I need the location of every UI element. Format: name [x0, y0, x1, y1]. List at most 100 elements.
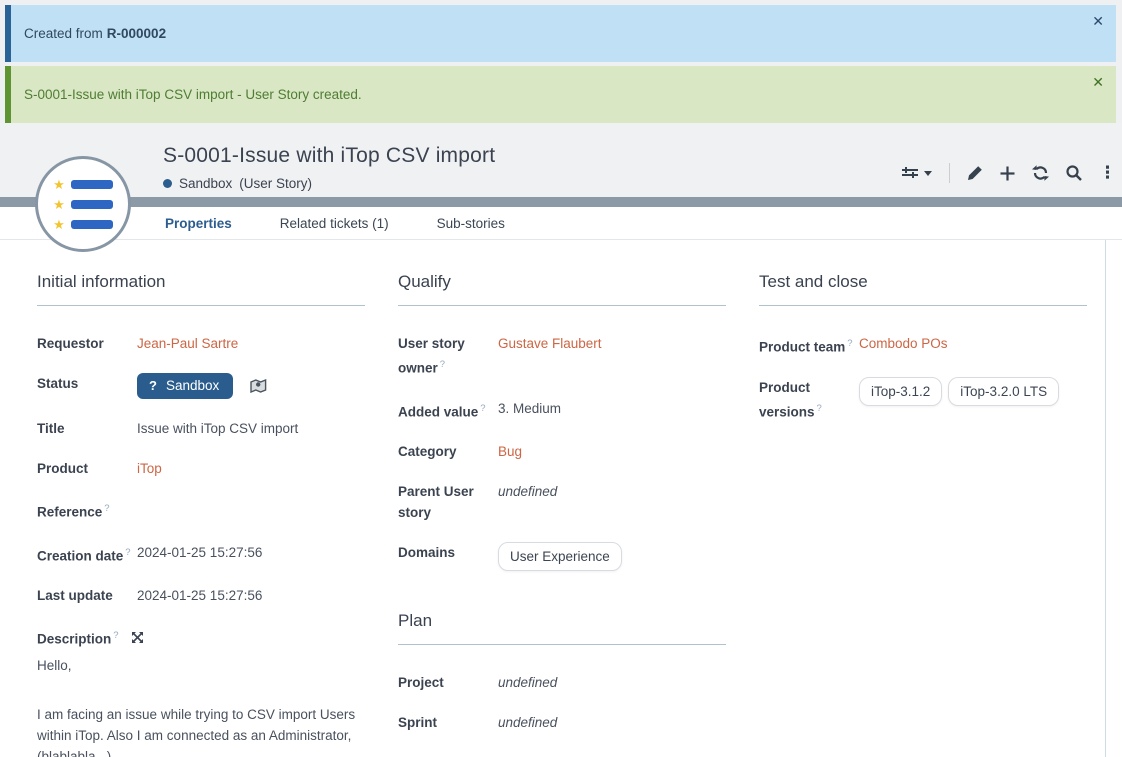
status-dot-icon	[163, 179, 172, 188]
object-header: ★ ★ ★ S-0001-Issue with iTop CSV import …	[0, 123, 1122, 252]
add-icon[interactable]	[1000, 166, 1015, 181]
star-icon: ★	[53, 176, 65, 192]
product-link[interactable]: iTop	[137, 461, 162, 476]
user-story-icon: ★ ★ ★	[35, 156, 131, 252]
hint-icon: ?	[816, 402, 822, 414]
field-title: Title Issue with iTop CSV import	[37, 418, 365, 439]
field-label: Reference?	[37, 503, 110, 520]
class-label: (User Story)	[239, 176, 313, 191]
field-last-update: Last update 2024-01-25 15:27:56	[37, 585, 365, 606]
field-requestor: Requestor Jean-Paul Sartre	[37, 333, 365, 354]
field-added-value: Added value? 3. Medium	[398, 398, 726, 423]
field-label: Parent User story	[398, 484, 474, 520]
section-test-and-close: Test and close Product team? Combodo POs…	[759, 272, 1087, 422]
info-banner-text: Created from	[24, 26, 103, 41]
product-version-chip: iTop-3.1.2	[859, 376, 943, 406]
tab-properties[interactable]: Properties	[165, 215, 232, 231]
field-label: Title	[37, 421, 65, 436]
status-button[interactable]: ? Sandbox	[137, 373, 234, 399]
status-button-label: Sandbox	[165, 378, 220, 393]
column-qualify-plan: Qualify User story owner? Gustave Flaube…	[398, 272, 726, 757]
description-header: Description?	[37, 625, 365, 650]
close-icon[interactable]: ✕	[1092, 13, 1104, 29]
toolbar-divider	[949, 163, 950, 183]
field-label: Last update	[37, 588, 113, 603]
field-label: Domains	[398, 545, 456, 560]
product-version-chip: iTop-3.2.0 LTS	[948, 376, 1060, 406]
user-story-owner-link[interactable]: Gustave Flaubert	[498, 336, 602, 351]
field-product-versions: Product versions? iTop-3.1.2 iTop-3.2.0 …	[759, 376, 1087, 423]
column-test-and-close: Test and close Product team? Combodo POs…	[759, 272, 1087, 757]
question-icon: ?	[149, 378, 157, 393]
description-paragraph: I am facing an issue while trying to CSV…	[37, 706, 356, 757]
section-title: Test and close	[759, 272, 1087, 306]
category-link[interactable]: Bug	[498, 444, 523, 459]
properties-panel: Initial information Requestor Jean-Paul …	[0, 240, 1122, 757]
description-text: Hello, I am facing an issue while trying…	[37, 655, 365, 757]
info-banner: Created from R-000002 ✕	[5, 5, 1116, 62]
user-story-icon-row: ★	[53, 218, 113, 231]
field-product-team: Product team? Combodo POs	[759, 333, 1087, 358]
refresh-icon[interactable]	[1032, 165, 1049, 181]
product-versions-chips: iTop-3.1.2 iTop-3.2.0 LTS	[859, 376, 1087, 406]
project-value: undefined	[498, 675, 558, 690]
tab-band	[0, 197, 1122, 207]
domain-chip: User Experience	[498, 542, 622, 571]
field-label: Description?	[37, 630, 119, 647]
domains-chips: User Experience	[498, 542, 726, 571]
field-domains: Domains User Experience	[398, 542, 726, 571]
tab-related-tickets[interactable]: Related tickets (1)	[279, 215, 389, 231]
creation-date-value: 2024-01-25 15:27:56	[137, 544, 263, 560]
field-category: Category Bug	[398, 441, 726, 462]
field-label: Status	[37, 376, 79, 391]
success-banner-text: S-0001-Issue with iTop CSV import - User…	[24, 87, 362, 102]
hint-icon: ?	[480, 402, 486, 414]
product-team-link[interactable]: Combodo POs	[859, 336, 948, 351]
field-creation-date: Creation date? 2024-01-25 15:27:56	[37, 542, 365, 567]
hint-icon: ?	[847, 338, 853, 349]
field-description: Description? Hello, I am facing an issue…	[37, 625, 365, 757]
user-story-icon-row: ★	[53, 198, 113, 211]
more-options-icon[interactable]: ⋮	[1099, 163, 1116, 182]
search-icon[interactable]	[1066, 165, 1082, 181]
field-label: Product team?	[759, 338, 853, 355]
column-initial-information: Initial information Requestor Jean-Paul …	[37, 272, 365, 757]
status-value: ? Sandbox	[137, 373, 365, 399]
section-initial-information: Initial information Requestor Jean-Paul …	[37, 272, 365, 757]
field-label: Sprint	[398, 715, 437, 730]
edit-icon[interactable]	[967, 165, 983, 181]
last-update-value: 2024-01-25 15:27:56	[137, 588, 263, 603]
added-value-value: 3. Medium	[498, 400, 562, 416]
tab-bar: Properties Related tickets (1) Sub-stori…	[0, 207, 1122, 240]
hint-icon: ?	[113, 630, 119, 641]
field-label: Product	[37, 461, 89, 476]
success-banner: S-0001-Issue with iTop CSV import - User…	[5, 66, 1116, 123]
field-reference: Reference?	[37, 498, 365, 523]
filter-menu-icon[interactable]	[902, 166, 932, 180]
chevron-down-icon	[924, 170, 932, 176]
section-title: Qualify	[398, 272, 726, 306]
field-label: Creation date?	[37, 546, 131, 564]
star-icon: ★	[53, 196, 65, 212]
field-project: Project undefined	[398, 672, 726, 693]
info-banner-reference[interactable]: R-000002	[106, 26, 167, 41]
star-icon: ★	[53, 216, 65, 232]
tab-sub-stories[interactable]: Sub-stories	[436, 215, 505, 231]
field-label: User story owner?	[398, 336, 465, 376]
sprint-value: undefined	[498, 715, 558, 730]
title-value: Issue with iTop CSV import	[137, 421, 299, 436]
field-status: Status ? Sandbox	[37, 373, 365, 399]
requestor-link[interactable]: Jean-Paul Sartre	[137, 336, 239, 351]
field-label: Added value?	[398, 402, 486, 420]
field-label: Requestor	[37, 336, 104, 351]
description-paragraph: Hello,	[37, 657, 72, 673]
lifecycle-map-icon[interactable]	[250, 379, 267, 394]
status-text: Sandbox	[179, 176, 233, 191]
field-parent-user-story: Parent User story undefined	[398, 481, 726, 523]
expand-icon[interactable]	[131, 631, 143, 643]
section-plan: Plan Project undefined Sprint undefined	[398, 611, 726, 733]
field-sprint: Sprint undefined	[398, 712, 726, 733]
close-icon[interactable]: ✕	[1092, 74, 1104, 90]
field-product: Product iTop	[37, 458, 365, 479]
